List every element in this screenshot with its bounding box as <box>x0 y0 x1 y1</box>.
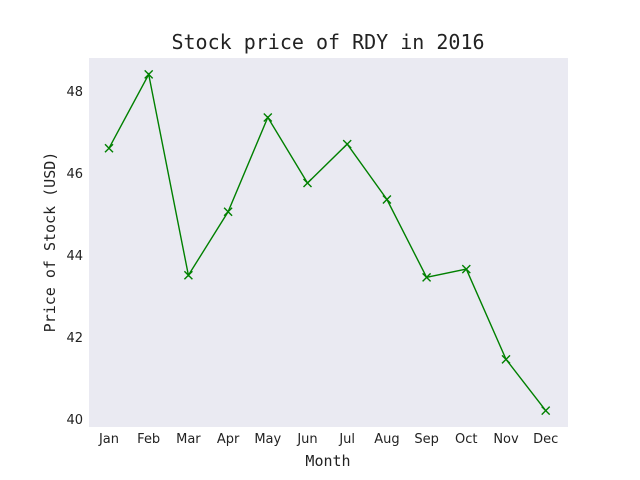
data-point-marker <box>144 69 154 79</box>
data-point-marker <box>104 143 114 153</box>
data-point-marker <box>303 178 312 188</box>
series-layer <box>104 69 551 416</box>
x-tick-label: Nov <box>493 432 519 447</box>
x-tick-label: Jun <box>296 432 317 447</box>
y-tick-label: 46 <box>66 167 83 182</box>
x-tick-label: Oct <box>455 432 477 447</box>
y-tick-label: 48 <box>66 85 83 100</box>
data-point-marker <box>382 194 392 204</box>
chart-title: Stock price of RDY in 2016 <box>171 30 484 54</box>
y-tick-label: 44 <box>66 249 83 264</box>
y-tick-label: 42 <box>66 331 83 346</box>
x-axis-label: Month <box>305 452 350 470</box>
x-tick-label: Dec <box>533 432 558 447</box>
series-line <box>108 72 547 412</box>
x-tick-label: Feb <box>137 432 160 447</box>
data-point-marker <box>422 272 432 282</box>
x-tick-label: Aug <box>374 432 399 447</box>
data-point-marker <box>223 207 233 217</box>
x-tick-label: Apr <box>217 432 240 447</box>
x-tick-label: Jul <box>338 432 355 447</box>
data-point-marker <box>541 406 551 416</box>
x-tick-label: Mar <box>176 432 201 447</box>
plot-area <box>89 58 568 427</box>
x-tick-label: May <box>254 432 281 447</box>
y-tick-labels: 40 42 44 46 48 <box>66 85 83 428</box>
data-point-marker <box>183 270 193 280</box>
data-point-marker <box>263 112 273 122</box>
x-tick-label: Sep <box>414 432 439 447</box>
data-point-marker <box>342 139 352 149</box>
x-tick-label: Jan <box>98 432 119 447</box>
y-axis-label: Price of Stock (USD) <box>41 152 59 333</box>
x-tick-labels: Jan Feb Mar Apr May Jun Jul Aug Sep Oct Nov Dec <box>98 432 558 447</box>
y-tick-label: 40 <box>66 413 83 428</box>
data-point-marker <box>501 354 511 364</box>
data-point-marker <box>461 264 471 274</box>
